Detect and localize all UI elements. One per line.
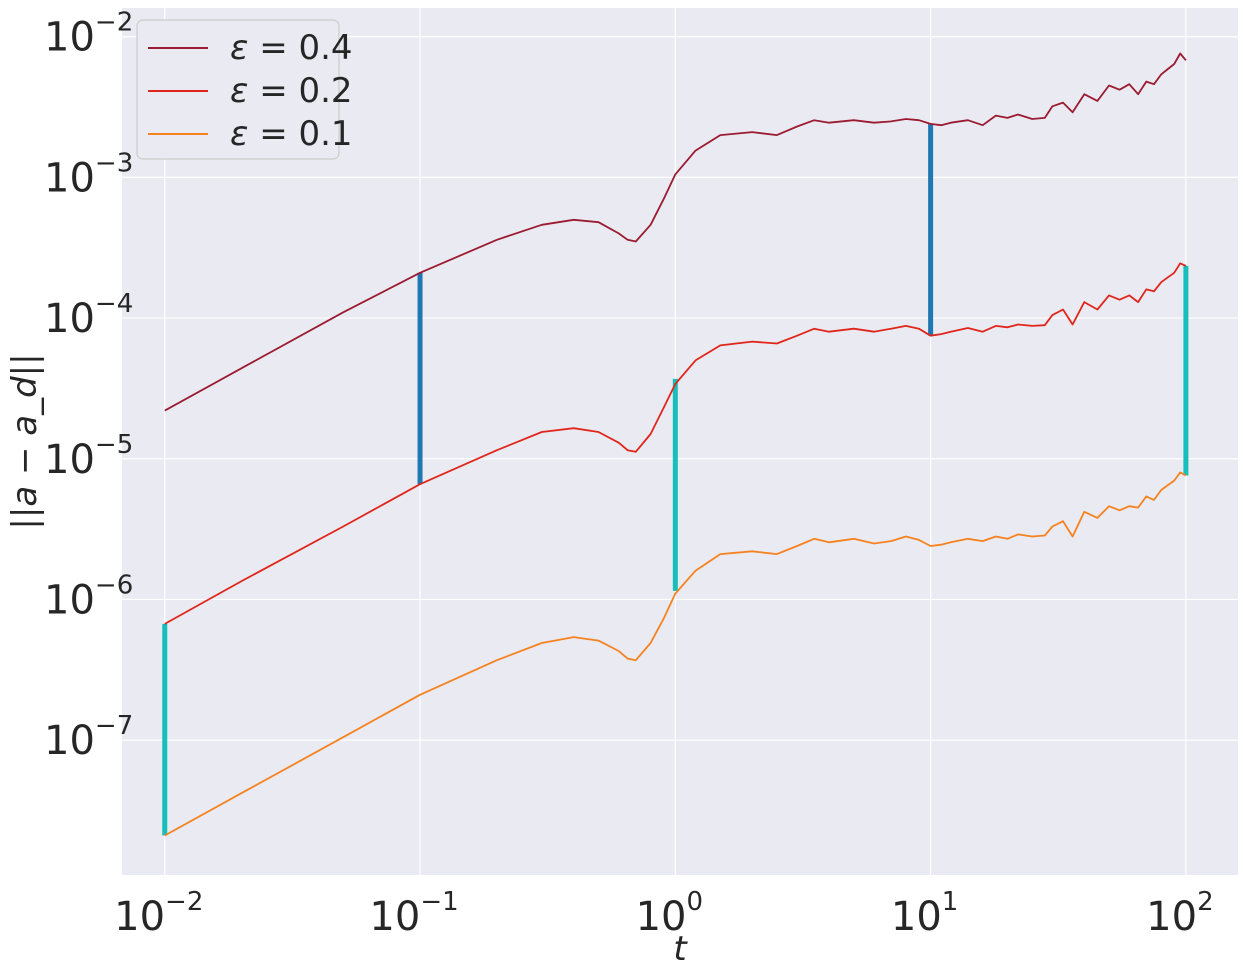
x-tick-label-0: 10−2 [114, 887, 203, 940]
legend-label-0: ε = 0.4 [230, 28, 353, 68]
y-tick-label-1: 10−6 [44, 570, 133, 623]
series-lines [164, 52, 1187, 837]
y-tick-labels: 10−7 10−6 10−5 10−4 10−3 10−2 [44, 8, 133, 764]
legend-label-1: ε = 0.2 [230, 71, 353, 111]
y-tick-label-5: 10−2 [44, 8, 133, 61]
series-line-1 [164, 262, 1187, 625]
x-tick-label-4: 102 [1146, 887, 1213, 940]
x-tick-label-1: 10−1 [369, 887, 458, 940]
x-tick-label-3: 101 [891, 887, 958, 940]
legend-label-2: ε = 0.1 [230, 114, 353, 154]
legend-box [136, 19, 340, 160]
y-tick-label-4: 10−3 [44, 148, 133, 201]
y-axis-label: ||a − a_d|| [5, 353, 45, 529]
y-tick-label-0: 10−7 [44, 711, 133, 764]
x-tick-labels: 10−2 10−1 100 101 102 [114, 887, 1213, 940]
legend: ε = 0.4ε = 0.2ε = 0.1 [136, 19, 353, 160]
y-tick-label-2: 10−5 [44, 430, 133, 483]
y-tick-label-3: 10−4 [44, 289, 133, 342]
connector-bars [162, 123, 1189, 836]
x-axis-label: t [673, 929, 688, 967]
series-line-0 [164, 52, 1187, 412]
series-line-2 [164, 471, 1187, 837]
x-tick-label-2: 100 [636, 887, 703, 940]
